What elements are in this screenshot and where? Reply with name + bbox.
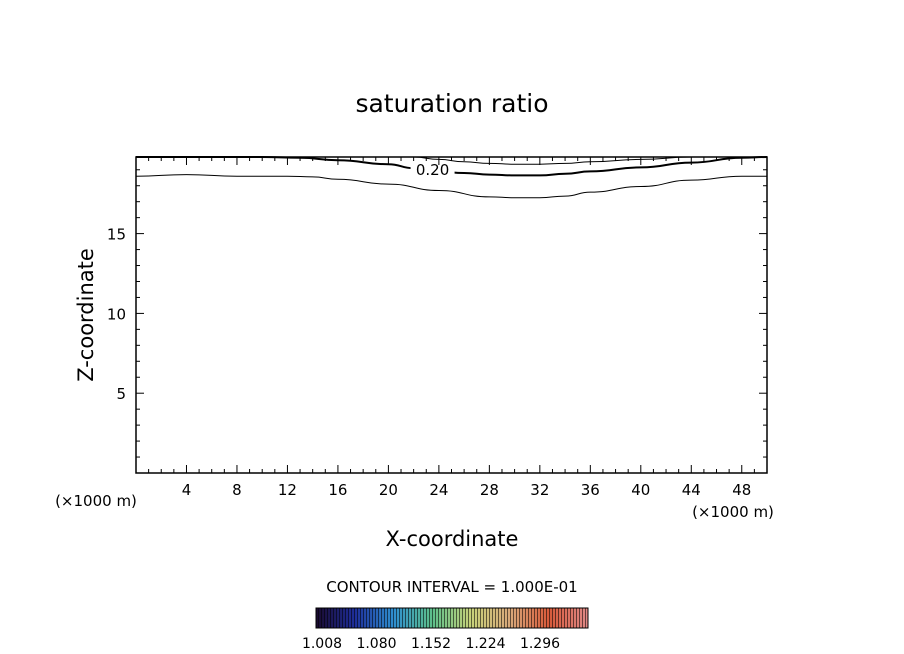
colorbar-label: 1.152 [411, 636, 451, 652]
colorbar-labels: 1.008 1.080 1.152 1.224 1.296 [302, 636, 560, 652]
colorbar: 1.008 1.080 1.152 1.224 1.296 [302, 607, 589, 652]
x-tick-label: 24 [429, 481, 448, 499]
colorbar-label: 1.224 [465, 636, 505, 652]
x-tick-label: 28 [480, 481, 499, 499]
colorbar-label: 1.008 [302, 636, 342, 652]
y-tick-label: 15 [107, 226, 126, 244]
colorbar-frame [315, 607, 589, 629]
y-tick-label: 5 [116, 385, 126, 403]
x-tick-label: 20 [379, 481, 398, 499]
x-axis-label: X-coordinate [386, 527, 519, 551]
x-tick-label: 32 [530, 481, 549, 499]
x-tick-label: 16 [328, 481, 347, 499]
x-tick-label: 48 [732, 481, 751, 499]
contour-line-0 [135, 174, 767, 199]
contour-label: 0.20 [416, 161, 449, 179]
x-tick-label: 36 [581, 481, 600, 499]
x-axis: 4 8 12 16 20 24 28 32 36 40 44 48 [148, 157, 755, 499]
x-tick-label: 40 [631, 481, 650, 499]
contour-line-1 [136, 156, 768, 177]
x-axis-unit-left: (×1000 m) [55, 492, 137, 510]
contour-lines: 0.20 [135, 156, 768, 199]
x-tick-label: 4 [182, 481, 192, 499]
colorbar-label: 1.080 [356, 636, 396, 652]
contour-label-bg [410, 159, 455, 176]
y-tick-label: 10 [107, 305, 126, 323]
x-axis-unit-right: (×1000 m) [692, 503, 774, 521]
y-axis-label: Z-coordinate [74, 248, 98, 382]
colorbar-stripes [316, 608, 588, 628]
chart-title: saturation ratio [355, 89, 548, 118]
y-axis: 5 10 15 [107, 169, 767, 458]
contour-interval-text: CONTOUR INTERVAL = 1.000E-01 [326, 578, 577, 596]
x-tick-label: 44 [682, 481, 701, 499]
colorbar-label: 1.296 [520, 636, 560, 652]
plot-frame [135, 156, 768, 474]
x-tick-label: 12 [278, 481, 297, 499]
x-tick-label: 8 [232, 481, 242, 499]
